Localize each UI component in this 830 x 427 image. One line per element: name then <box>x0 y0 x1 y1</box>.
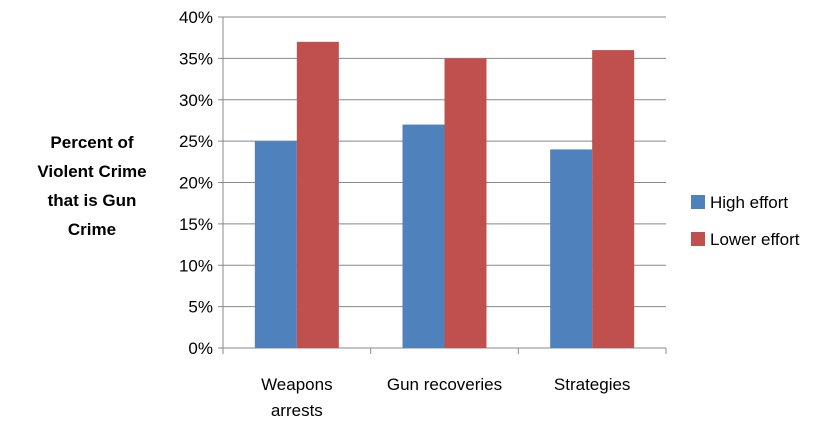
y-tick-label: 20% <box>179 174 213 193</box>
y-tick-labels: 0% 5% 10% 15% 20% 25% 30% 35% 40% <box>179 8 213 358</box>
bar-high-effort <box>550 149 593 348</box>
y-tick-label: 35% <box>179 49 213 68</box>
y-tick-label: 0% <box>188 339 213 358</box>
x-tick-label: Gun recoveries <box>387 375 502 394</box>
legend-swatch <box>691 195 705 209</box>
y-tick-label: 15% <box>179 215 213 234</box>
legend-label: Lower effort <box>710 230 800 249</box>
y-tick-label: 25% <box>179 132 213 151</box>
x-tick-label: Weapons arrests <box>261 375 333 420</box>
y-axis-label: Percent of Violent Crime that is Gun Crime <box>37 133 146 239</box>
bars <box>254 41 635 348</box>
y-tick-label: 10% <box>179 256 213 275</box>
legend: High effort Lower effort <box>691 193 800 249</box>
y-tick-label: 40% <box>179 8 213 27</box>
x-tick-label: Strategies <box>554 375 631 394</box>
bar-lower-effort <box>592 50 635 348</box>
bar-high-effort <box>254 141 297 348</box>
bar-high-effort <box>402 124 445 348</box>
y-axis-title: Percent of Violent Crime that is Gun Crime <box>37 133 146 239</box>
y-tick-label: 5% <box>188 298 213 317</box>
y-tick-label: 30% <box>179 91 213 110</box>
bar-lower-effort <box>444 58 487 348</box>
x-tick-labels: Weapons arrests Gun recoveries Strategies <box>261 375 630 420</box>
legend-label: High effort <box>710 193 788 212</box>
bar-lower-effort <box>296 41 339 348</box>
legend-swatch <box>691 232 705 246</box>
